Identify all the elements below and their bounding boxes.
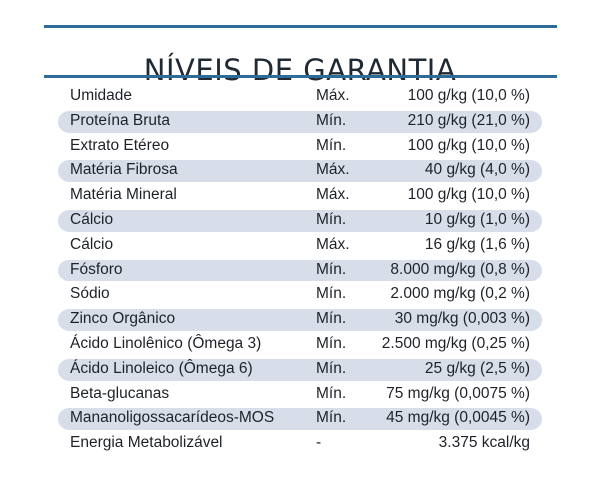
nutrient-value: 210 g/kg (21,0 %) <box>407 111 530 129</box>
limit-type: Mín. <box>316 359 347 377</box>
table-row: Zinco Orgânico Mín. 30 mg/kg (0,003 %) <box>58 307 542 332</box>
table-row: Ácido Linoleico (Ômega 6) Mín. 25 g/kg (… <box>58 357 542 382</box>
table-row: Energia Metabolizável - 3.375 kcal/kg <box>58 431 542 456</box>
nutrient-name: Mananoligossacarídeos-MOS <box>70 409 275 427</box>
nutrient-value: 100 g/kg (10,0 %) <box>407 136 530 154</box>
nutrient-value: 100 g/kg (10,0 %) <box>407 186 530 204</box>
nutrient-name: Matéria Mineral <box>70 186 177 204</box>
nutrient-name: Cálcio <box>70 235 114 253</box>
nutrient-name: Proteína Bruta <box>70 111 170 129</box>
nutrient-value: 16 g/kg (1,6 %) <box>424 235 530 253</box>
nutrient-value: 30 mg/kg (0,003 %) <box>394 310 530 328</box>
limit-type: Mín. <box>316 334 347 352</box>
nutrient-value: 8.000 mg/kg (0,8 %) <box>390 260 530 278</box>
nutrient-value: 2.500 mg/kg (0,25 %) <box>381 334 530 352</box>
guarantee-levels-table: Umidade Máx. 100 g/kg (10,0 %) Proteína … <box>58 84 542 456</box>
table-row: Ácido Linolênico (Ômega 3) Mín. 2.500 mg… <box>58 332 542 357</box>
limit-type: - <box>316 434 322 452</box>
table-row: Matéria Fibrosa Máx. 40 g/kg (4,0 %) <box>58 158 542 183</box>
table-row: Beta-glucanas Mín. 75 mg/kg (0,0075 %) <box>58 382 542 407</box>
limit-type: Mín. <box>316 111 347 129</box>
nutrient-value: 100 g/kg (10,0 %) <box>407 87 530 104</box>
nutrient-name: Energia Metabolizável <box>70 434 223 452</box>
nutrient-name: Zinco Orgânico <box>70 310 176 328</box>
limit-type: Máx. <box>316 87 350 104</box>
nutrient-name: Matéria Fibrosa <box>70 161 178 179</box>
table-row: Fósforo Mín. 8.000 mg/kg (0,8 %) <box>58 258 542 283</box>
table-row: Proteína Bruta Mín. 210 g/kg (21,0 %) <box>58 109 542 134</box>
limit-type: Máx. <box>316 161 350 179</box>
table-row: Cálcio Máx. 16 g/kg (1,6 %) <box>58 233 542 258</box>
limit-type: Mín. <box>316 136 347 154</box>
page-title: NÍVEIS DE GARANTIA <box>143 53 457 88</box>
nutrient-name: Umidade <box>70 87 133 104</box>
top-rule <box>44 25 557 28</box>
table-row: Umidade Máx. 100 g/kg (10,0 %) <box>58 84 542 109</box>
limit-type: Máx. <box>316 186 350 204</box>
limit-type: Mín. <box>316 210 347 228</box>
limit-type: Mín. <box>316 310 347 328</box>
nutrient-value: 25 g/kg (2,5 %) <box>424 359 530 377</box>
nutrient-name: Cálcio <box>70 210 114 228</box>
table-row: Cálcio Mín. 10 g/kg (1,0 %) <box>58 208 542 233</box>
title-underline-rule <box>44 75 557 78</box>
nutrient-name: Extrato Etéreo <box>70 136 170 154</box>
nutrient-value: 3.375 kcal/kg <box>438 434 530 452</box>
nutrient-value: 10 g/kg (1,0 %) <box>424 210 530 228</box>
limit-type: Mín. <box>316 409 347 427</box>
nutrient-name: Sódio <box>70 285 110 303</box>
nutrient-value: 2.000 mg/kg (0,2 %) <box>390 285 530 303</box>
limit-type: Mín. <box>316 384 347 402</box>
nutrient-name: Ácido Linoleico (Ômega 6) <box>70 359 253 377</box>
nutrient-name: Fósforo <box>70 260 123 278</box>
nutrient-value: 75 mg/kg (0,0075 %) <box>386 384 530 402</box>
table-row: Extrato Etéreo Mín. 100 g/kg (10,0 %) <box>58 134 542 159</box>
limit-type: Mín. <box>316 285 347 303</box>
table-row: Mananoligossacarídeos-MOS Mín. 45 mg/kg … <box>58 406 542 431</box>
nutrient-name: Beta-glucanas <box>70 384 170 402</box>
table-row: Sódio Mín. 2.000 mg/kg (0,2 %) <box>58 282 542 307</box>
limit-type: Mín. <box>316 260 347 278</box>
limit-type: Máx. <box>316 235 350 253</box>
nutrient-value: 40 g/kg (4,0 %) <box>424 161 530 179</box>
nutrient-name: Ácido Linolênico (Ômega 3) <box>70 334 262 352</box>
nutrient-value: 45 mg/kg (0,0045 %) <box>386 409 530 427</box>
table-row: Matéria Mineral Máx. 100 g/kg (10,0 %) <box>58 183 542 208</box>
